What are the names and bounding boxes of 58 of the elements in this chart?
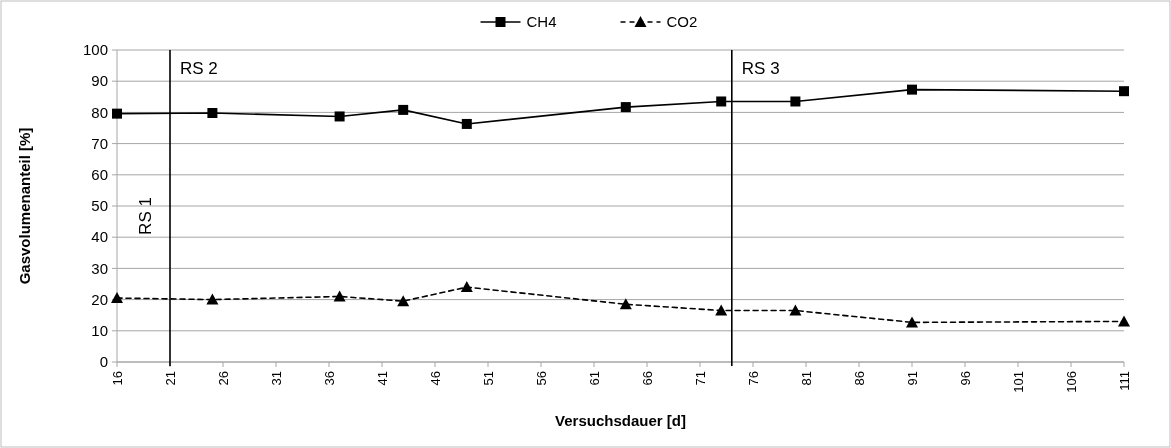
y-tick-label: 40 <box>91 228 108 246</box>
point <box>461 118 472 129</box>
x-tick-label: 56 <box>533 371 549 386</box>
point <box>1119 86 1129 97</box>
x-tick-label: 76 <box>745 371 761 386</box>
x-tick-label: 51 <box>480 371 496 386</box>
x-tick-label: 21 <box>162 371 178 386</box>
point <box>398 104 409 115</box>
x-tick-label: 46 <box>427 371 443 386</box>
x-tick-label: 96 <box>957 371 973 386</box>
y-tick-label: 0 <box>99 353 108 371</box>
x-tick-label: 71 <box>692 371 708 386</box>
point <box>789 304 802 316</box>
point <box>111 292 123 304</box>
point <box>207 108 218 119</box>
x-tick-label: 66 <box>639 371 655 386</box>
point <box>619 298 632 310</box>
point <box>333 290 346 302</box>
x-tick-label: 106 <box>1063 371 1079 393</box>
ref-line-label: RS 2 <box>180 59 218 78</box>
point <box>715 304 728 316</box>
x-tick-label: 61 <box>586 371 602 386</box>
y-tick-label: 100 <box>82 41 108 59</box>
point <box>206 293 219 305</box>
legend-label: CH4 <box>526 13 557 31</box>
y-tick-label: 90 <box>91 72 108 90</box>
x-axis-title: Versuchsdauer [d] <box>555 412 686 429</box>
x-tick-label: 36 <box>321 371 337 386</box>
x-tick-label: 91 <box>904 371 920 386</box>
point <box>620 102 631 113</box>
point <box>906 316 918 328</box>
x-tick-label: 101 <box>1010 371 1026 393</box>
point <box>397 295 410 307</box>
x-tick-label: 16 <box>109 371 125 386</box>
point <box>716 96 727 107</box>
y-tick-label: 30 <box>91 259 108 277</box>
annotation: RS 1 <box>135 197 155 235</box>
x-tick-label: 111 <box>1116 371 1132 391</box>
y-tick-label: 20 <box>91 290 108 308</box>
y-tick-label: 10 <box>91 322 108 340</box>
point <box>334 111 345 122</box>
ref-line-label: RS 3 <box>741 59 780 78</box>
y-tick-label: 70 <box>91 134 108 152</box>
point <box>1118 315 1130 327</box>
legend-label: CO2 <box>666 13 698 31</box>
x-tick-label: 26 <box>215 371 231 386</box>
y-axis-title: Gasvolumenanteil [%] <box>16 127 33 285</box>
x-tick-label: 31 <box>268 371 284 386</box>
point <box>790 96 801 107</box>
y-tick-label: 60 <box>91 166 108 184</box>
point <box>460 281 473 293</box>
point <box>112 108 122 119</box>
x-tick-label: 81 <box>798 371 814 386</box>
y-tick-label: 80 <box>91 103 108 121</box>
x-tick-label: 86 <box>851 371 867 386</box>
point <box>907 84 917 95</box>
y-tick-label: 50 <box>91 197 108 215</box>
x-tick-label: 41 <box>374 371 390 386</box>
